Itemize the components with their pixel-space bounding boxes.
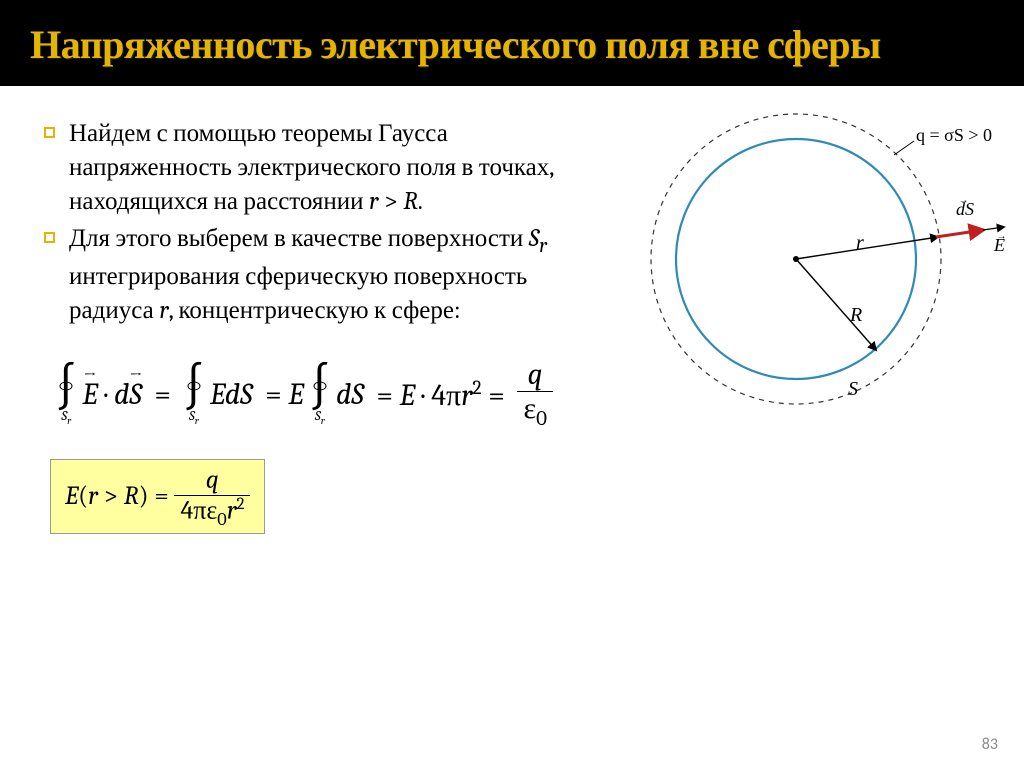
- bullet-text: Для этого выберем в качестве поверхности…: [69, 222, 584, 328]
- bullet-text: Найдем с помощью теоремы Гаусса напряжен…: [69, 117, 584, 218]
- bullet-marker-icon: [44, 232, 55, 243]
- label-r: r: [856, 232, 864, 254]
- label-E: E →: [993, 231, 1006, 255]
- bullet-item: Найдем с помощью теоремы Гаусса напряжен…: [44, 117, 584, 218]
- bullet-item: Для этого выберем в качестве поверхности…: [44, 222, 584, 328]
- sphere-diagram: r R dS → E → q = σS > 0 S: [606, 99, 1006, 419]
- label-dS: dS →: [956, 195, 979, 219]
- E-vector-arrow: [983, 227, 1004, 230]
- bullet-marker-icon: [44, 127, 55, 138]
- label-q: q = σS > 0: [916, 125, 992, 145]
- slide-header: Напряженность электрического поля вне сф…: [0, 0, 1024, 89]
- slide-body: Найдем с помощью теоремы Гаусса напряжен…: [0, 89, 1024, 534]
- dS-vector-arrow: [936, 230, 983, 237]
- slide-title: Напряженность электрического поля вне сф…: [30, 22, 994, 68]
- page-number: 83: [982, 735, 998, 754]
- label-R: R: [849, 304, 862, 326]
- formula-result: E(r > R) = q 4πε0r2: [50, 459, 265, 534]
- radius-R-arrow: [796, 259, 876, 350]
- q-leader-line: [894, 141, 914, 155]
- bullet-list: Найдем с помощью теоремы Гаусса напряжен…: [44, 117, 584, 328]
- label-S: S: [848, 378, 858, 400]
